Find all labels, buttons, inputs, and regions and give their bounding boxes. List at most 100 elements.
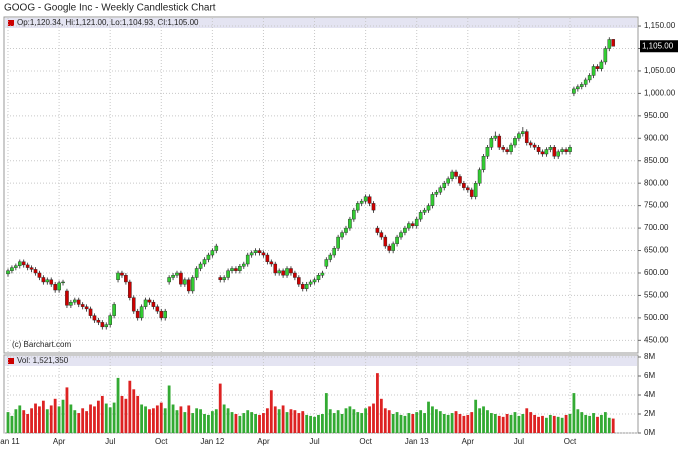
x-tick-label: Apr bbox=[257, 437, 270, 446]
volume-bar bbox=[301, 411, 305, 433]
volume-bar bbox=[222, 404, 226, 433]
candle-body bbox=[128, 281, 132, 298]
candle-body bbox=[143, 299, 148, 307]
volume-bar bbox=[415, 412, 419, 433]
volume-bar bbox=[446, 414, 450, 433]
candle-body bbox=[450, 171, 454, 179]
candle-body bbox=[591, 66, 596, 76]
candle-body bbox=[202, 259, 207, 265]
volume-bar bbox=[588, 415, 592, 433]
volume-bar bbox=[73, 410, 77, 433]
volume-bar bbox=[218, 383, 222, 433]
volume-bar bbox=[242, 413, 246, 433]
volume-bar bbox=[57, 406, 61, 433]
candle-body bbox=[587, 75, 592, 81]
candle-body bbox=[116, 272, 120, 280]
candle-body bbox=[583, 79, 588, 85]
volume-bar bbox=[603, 412, 607, 433]
candle-body bbox=[131, 297, 136, 312]
volume-bar bbox=[53, 398, 57, 433]
candle-body bbox=[477, 169, 482, 184]
candle-body bbox=[442, 182, 447, 188]
volume-bar bbox=[364, 408, 368, 433]
candle-body bbox=[57, 282, 61, 291]
volume-bar bbox=[552, 415, 556, 433]
candle-body bbox=[489, 138, 494, 148]
volume-bar bbox=[132, 389, 136, 433]
volume-bar bbox=[171, 404, 175, 433]
y-tick-label: 550.00 bbox=[644, 291, 669, 300]
volume-bar bbox=[214, 409, 218, 433]
volume-bar bbox=[246, 410, 250, 433]
candle-body bbox=[33, 269, 38, 274]
candle-body bbox=[214, 245, 219, 251]
volume-bar bbox=[93, 406, 96, 433]
volume-bar bbox=[69, 404, 73, 433]
price-legend: Op:1,120.34, Hi:1,121.00, Lo:1,104.93, C… bbox=[17, 18, 199, 27]
candle-body bbox=[399, 232, 403, 238]
candle-body bbox=[466, 187, 470, 191]
volume-bar bbox=[376, 373, 379, 433]
volume-bar bbox=[81, 408, 85, 433]
candle-body bbox=[222, 277, 226, 280]
candle-body bbox=[238, 266, 242, 271]
candle-body bbox=[25, 264, 30, 268]
candle-body bbox=[469, 189, 474, 197]
volume-bar bbox=[45, 409, 49, 433]
volume-bar bbox=[434, 409, 438, 433]
candle-body bbox=[183, 279, 187, 285]
candle-body bbox=[300, 284, 305, 289]
candle-body bbox=[108, 315, 112, 325]
y-tick-label: 6M bbox=[644, 371, 655, 380]
y-tick-label: 700.00 bbox=[644, 223, 669, 232]
candle-body bbox=[607, 39, 612, 49]
volume-bar bbox=[568, 414, 572, 433]
volume-bar bbox=[489, 413, 493, 433]
candle-body bbox=[45, 279, 50, 283]
volume-bar bbox=[167, 385, 171, 433]
candle-body bbox=[446, 178, 450, 184]
volume-bar bbox=[372, 403, 375, 433]
candle-body bbox=[501, 147, 505, 150]
volume-bar bbox=[348, 406, 352, 433]
candle-body bbox=[473, 182, 478, 197]
candle-body bbox=[92, 315, 97, 321]
volume-bar bbox=[403, 415, 407, 433]
volume-bar bbox=[230, 412, 234, 433]
x-tick-label: Oct bbox=[359, 437, 372, 446]
volume-bar bbox=[96, 400, 100, 433]
candle-body bbox=[206, 254, 211, 260]
candle-body bbox=[509, 144, 513, 152]
volume-bar bbox=[427, 401, 430, 433]
volume-bar bbox=[26, 414, 30, 433]
candle-body bbox=[135, 310, 140, 319]
volume-bar bbox=[234, 414, 238, 433]
volume-bar bbox=[458, 414, 462, 433]
volume-bar bbox=[179, 406, 183, 433]
candle-body bbox=[407, 223, 411, 229]
candle-body bbox=[171, 275, 175, 278]
volume-bar bbox=[482, 406, 485, 433]
volume-bar bbox=[140, 404, 144, 433]
candle-body bbox=[53, 284, 57, 291]
volume-bar bbox=[14, 409, 18, 433]
candle-body bbox=[434, 191, 439, 195]
candle-body bbox=[41, 277, 46, 283]
candle-body bbox=[151, 301, 156, 307]
candle-body bbox=[281, 270, 285, 276]
candle-body bbox=[410, 223, 415, 227]
candle-body bbox=[521, 131, 525, 134]
candle-body bbox=[481, 156, 486, 170]
volume-bar bbox=[584, 414, 588, 433]
candle-body bbox=[324, 259, 329, 267]
price-panel bbox=[3, 16, 639, 354]
candle-body bbox=[265, 254, 270, 262]
candle-body bbox=[528, 142, 533, 146]
volume-bar bbox=[501, 416, 505, 433]
volume-bar bbox=[332, 413, 336, 433]
volume-bar bbox=[41, 400, 45, 433]
volume-bar bbox=[513, 412, 517, 433]
volume-bar bbox=[226, 408, 230, 433]
volume-bar bbox=[486, 410, 489, 433]
candle-body bbox=[210, 250, 215, 256]
